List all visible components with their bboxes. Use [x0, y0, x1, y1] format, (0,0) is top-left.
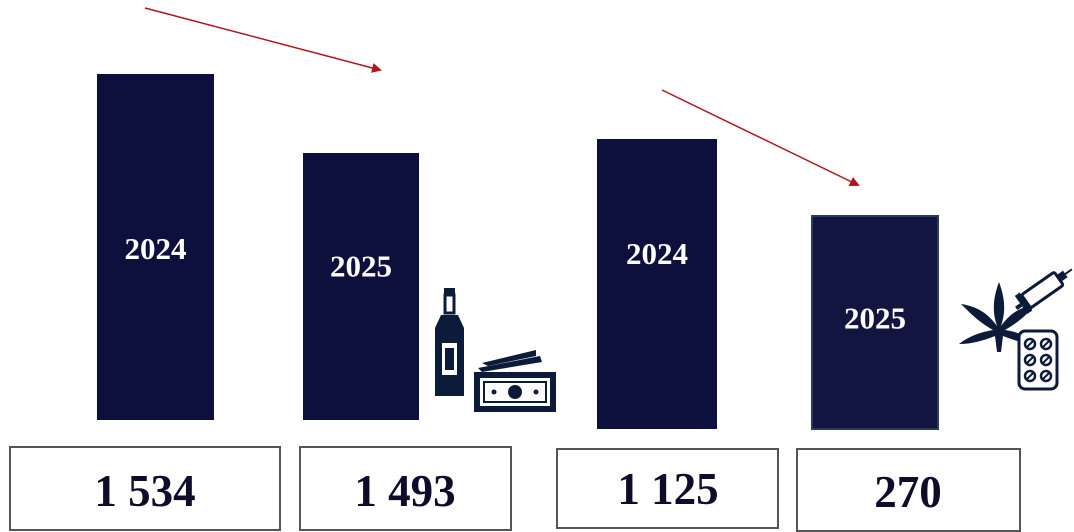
value-label-2024-group-1: 1 534 [94, 466, 195, 516]
bar-2024-group-2 [597, 139, 717, 429]
pills-icon [1017, 329, 1059, 391]
bottle-icon [435, 288, 464, 396]
chart-group-2: 2024 2025 1 125 270 [556, 139, 1073, 532]
trend-arrow-group-2 [661, 89, 860, 187]
value-label-2025-group-2: 270 [874, 467, 942, 517]
value-box-2024-group-2 [556, 448, 779, 529]
value-box-2025-group-1 [299, 446, 512, 531]
bar-year-label: 2024 [626, 236, 688, 271]
bar-2025-group-1 [303, 153, 419, 420]
trend-arrow-group-1 [144, 7, 382, 73]
value-box-2025-group-2 [796, 448, 1021, 532]
value-label-2025-group-1: 1 493 [354, 466, 455, 516]
syringe-icon [1014, 268, 1073, 314]
money-icon [474, 350, 556, 412]
chart-group-1: 2024 2025 1 534 1 493 [9, 74, 556, 531]
value-label-2024-group-2: 1 125 [617, 464, 718, 514]
bar-year-label: 2024 [125, 231, 187, 266]
value-box-2024-group-1 [9, 446, 281, 531]
bar-2024-group-1 [97, 74, 214, 420]
bar-year-label: 2025 [844, 301, 906, 336]
bar-year-label: 2025 [330, 249, 392, 284]
bar-2025-group-2 [811, 215, 939, 430]
